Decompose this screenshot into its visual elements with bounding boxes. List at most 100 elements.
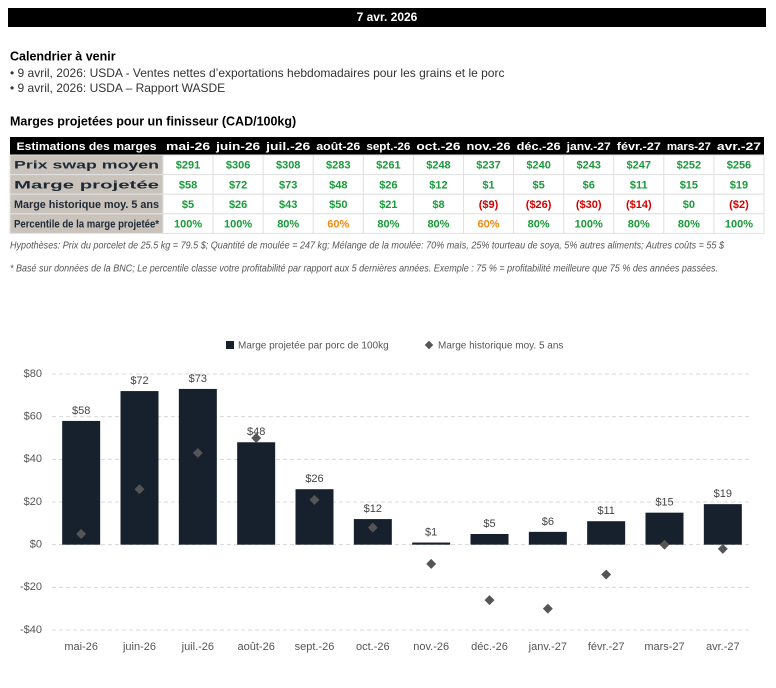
table-cell: $43 (279, 199, 297, 211)
table-header-cell: févr.-27 (617, 141, 661, 153)
table-cell: $240 (526, 160, 550, 172)
marker (367, 522, 378, 533)
calendar-item: • 9 avril, 2026: USDA – Rapport WASDE (10, 81, 225, 95)
table-header-cell: mai-26 (166, 141, 210, 153)
y-tick-label: $0 (30, 539, 42, 551)
table-cell: $308 (276, 160, 300, 172)
marker (717, 543, 728, 554)
table-header-cell: janv.-27 (566, 141, 611, 153)
table-cell-bg (713, 213, 765, 234)
marker (542, 603, 553, 614)
table-cell: $19 (730, 179, 748, 191)
calendar-item: • 9 avril, 2026: USDA - Ventes nettes d’… (10, 66, 504, 80)
marker (134, 484, 145, 495)
legend-label: Marge historique moy. 5 ans (438, 341, 563, 352)
y-tick-label: $80 (24, 368, 42, 380)
y-tick-label: -$20 (20, 581, 42, 593)
table-cell: $252 (677, 160, 701, 172)
table-cell: $1 (482, 179, 494, 191)
bar (178, 388, 217, 545)
table-cell: 80% (528, 219, 550, 231)
y-tick-label: $60 (24, 411, 42, 423)
x-tick-label: janv.-27 (528, 641, 567, 653)
bar-value-label: $72 (130, 375, 148, 387)
table-cell: $0 (683, 199, 695, 211)
y-tick-label: -$40 (20, 624, 42, 636)
table-cell: $26 (379, 179, 397, 191)
bar (587, 521, 626, 545)
x-tick-label: déc.-26 (471, 641, 508, 653)
table-row-label: Prix swap moyen (14, 160, 159, 172)
bar (237, 442, 276, 545)
marker (192, 447, 203, 458)
table-cell: $58 (179, 179, 197, 191)
x-tick-label: mars-27 (644, 641, 684, 653)
table-header-bg (10, 137, 764, 155)
y-tick-label: $40 (24, 453, 42, 465)
bar-value-label: $26 (305, 473, 323, 485)
table-cell: 80% (277, 219, 299, 231)
table-cell: ($9) (479, 199, 499, 211)
x-tick-label: févr.-27 (588, 641, 625, 653)
table-cell: $26 (229, 199, 247, 211)
table-note: * Basé sur données de la BNC; Le percent… (10, 264, 718, 275)
table-note: Hypothèses: Prix du porcelet de 25.5 kg … (10, 241, 724, 252)
bar-value-label: $1 (425, 526, 437, 538)
legend-marker (226, 341, 234, 349)
table-cell: $291 (176, 160, 200, 172)
y-tick-label: $20 (24, 496, 42, 508)
table-cell: $8 (432, 199, 444, 211)
table-header-cell: avr.-27 (717, 141, 761, 153)
table-cell: $243 (576, 160, 600, 172)
table-cell: 100% (725, 219, 753, 231)
table-cell: $247 (627, 160, 651, 172)
table-header-cell: juin-26 (215, 141, 260, 153)
table-header-cell: juil.-26 (265, 141, 310, 153)
marker (309, 494, 320, 505)
bar (645, 512, 684, 545)
legend-marker (424, 340, 434, 350)
header-bar (8, 8, 766, 27)
bar-value-label: $15 (655, 497, 673, 509)
calendar-title: Calendrier à venir (10, 49, 116, 63)
table-row-label: Percentile de la marge projetée* (14, 219, 160, 231)
table-cell: $5 (533, 179, 545, 191)
table-cell: 60% (327, 219, 349, 231)
table-cell: $73 (279, 179, 297, 191)
table-cell: 60% (478, 219, 500, 231)
table-cell: $21 (379, 199, 397, 211)
x-tick-label: oct.-26 (356, 641, 390, 653)
table-cell: 80% (678, 219, 700, 231)
table-row-label: Marge historique moy. 5 ans (14, 199, 159, 211)
table-cell: $306 (226, 160, 250, 172)
table-title: Marges projetées pour un finisseur (CAD/… (10, 114, 296, 128)
table-cell: $72 (229, 179, 247, 191)
x-tick-label: juil.-26 (181, 641, 214, 653)
marker (76, 529, 87, 539)
header-date: 7 avr. 2026 (357, 10, 418, 24)
bar (703, 504, 742, 545)
x-tick-label: mai-26 (64, 641, 98, 653)
table-cell: 100% (174, 219, 202, 231)
table-header-cell: Estimations des marges (17, 141, 157, 153)
table-header-cell: déc.-26 (517, 141, 561, 153)
table-cell: $15 (680, 179, 698, 191)
table-cell: $5 (182, 199, 194, 211)
x-tick-label: nov.-26 (413, 641, 449, 653)
table-cell: 80% (427, 219, 449, 231)
table-cell: $11 (630, 179, 648, 191)
bar-value-label: $58 (72, 405, 90, 417)
table-cell: 100% (575, 219, 603, 231)
bar (470, 534, 509, 545)
table-cell: $261 (376, 160, 400, 172)
table-cell: ($30) (576, 199, 602, 211)
bar (62, 420, 101, 545)
table-header-cell: oct.-26 (416, 141, 460, 153)
table-cell: $6 (583, 179, 595, 191)
table-cell: $12 (429, 179, 447, 191)
legend-label: Marge projetée par porc de 100kg (238, 341, 389, 352)
marker (659, 539, 670, 550)
x-tick-label: sept.-26 (295, 641, 335, 653)
